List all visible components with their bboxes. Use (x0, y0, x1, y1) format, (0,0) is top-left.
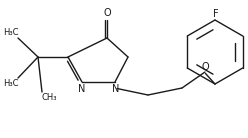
Text: O: O (103, 9, 111, 18)
Text: F: F (213, 9, 218, 19)
Text: CH₃: CH₃ (42, 93, 57, 102)
Text: H₃C: H₃C (3, 28, 19, 37)
Text: N: N (112, 84, 119, 94)
Text: N: N (78, 84, 85, 94)
Text: O: O (202, 62, 209, 71)
Text: H₃C: H₃C (3, 79, 19, 88)
